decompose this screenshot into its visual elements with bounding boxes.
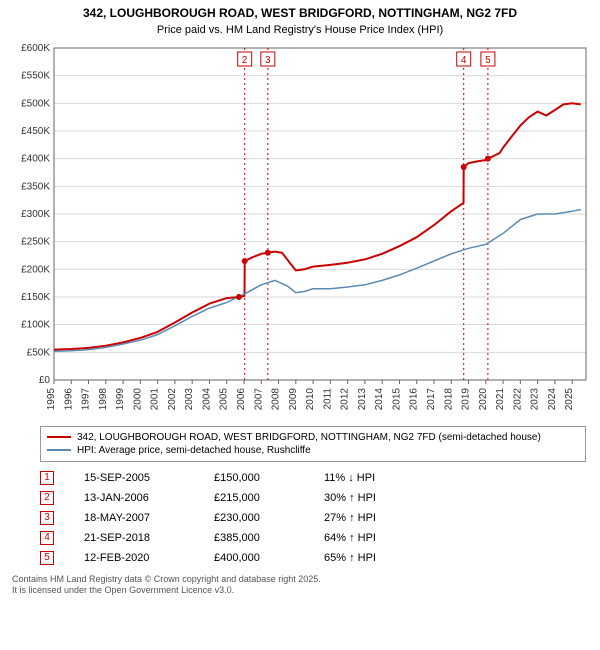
chart-title-line1: 342, LOUGHBOROUGH ROAD, WEST BRIDGFORD, …	[0, 0, 600, 24]
annotation-diff: 64% ↑ HPI	[324, 532, 414, 544]
annotation-date: 18-MAY-2007	[84, 512, 184, 524]
annotation-date: 12-FEB-2020	[84, 552, 184, 564]
svg-text:2010: 2010	[305, 387, 316, 410]
svg-text:2025: 2025	[564, 387, 575, 410]
annotation-diff: 65% ↑ HPI	[324, 552, 414, 564]
svg-text:£50K: £50K	[27, 347, 51, 358]
annotation-diff: 11% ↓ HPI	[324, 472, 414, 484]
legend-swatch	[47, 449, 71, 451]
svg-text:£450K: £450K	[21, 126, 50, 137]
annotation-price: £385,000	[214, 532, 294, 544]
svg-text:2007: 2007	[253, 387, 264, 410]
svg-text:2019: 2019	[461, 387, 472, 410]
line-chart: £0 £50K £100K £150K £200K £250K £300K £350K £400…	[10, 40, 590, 420]
svg-text:£250K: £250K	[21, 236, 50, 247]
svg-text:£300K: £300K	[21, 209, 50, 220]
footer-line2: It is licensed under the Open Government…	[12, 585, 586, 597]
svg-text:£150K: £150K	[21, 292, 50, 303]
annotation-date: 13-JAN-2006	[84, 492, 184, 504]
legend-label: 342, LOUGHBOROUGH ROAD, WEST BRIDGFORD, …	[77, 432, 541, 443]
annotation-marker: 2	[40, 491, 54, 505]
svg-text:£350K: £350K	[21, 181, 50, 192]
svg-text:2014: 2014	[374, 387, 385, 410]
svg-text:£200K: £200K	[21, 264, 50, 275]
annotation-row: 3 18-MAY-2007 £230,000 27% ↑ HPI	[40, 508, 586, 528]
svg-text:2004: 2004	[201, 387, 212, 410]
annotation-row: 1 15-SEP-2005 £150,000 11% ↓ HPI	[40, 468, 586, 488]
annotation-marker: 3	[40, 511, 54, 525]
svg-text:2024: 2024	[547, 387, 558, 410]
svg-text:3: 3	[265, 55, 271, 66]
svg-text:4: 4	[461, 55, 467, 66]
annotation-row: 5 12-FEB-2020 £400,000 65% ↑ HPI	[40, 548, 586, 568]
svg-text:2002: 2002	[167, 387, 178, 410]
svg-text:2021: 2021	[495, 387, 506, 410]
svg-text:£500K: £500K	[21, 98, 50, 109]
annotation-marker: 4	[40, 531, 54, 545]
legend-item: HPI: Average price, semi-detached house,…	[47, 444, 579, 457]
footer-attribution: Contains HM Land Registry data © Crown c…	[12, 574, 586, 597]
svg-text:2005: 2005	[219, 387, 230, 410]
annotation-price: £400,000	[214, 552, 294, 564]
annotation-price: £215,000	[214, 492, 294, 504]
legend: 342, LOUGHBOROUGH ROAD, WEST BRIDGFORD, …	[40, 426, 586, 462]
chart-container: £0 £50K £100K £150K £200K £250K £300K £350K £400…	[10, 40, 590, 420]
svg-text:1995: 1995	[46, 387, 57, 410]
annotation-price: £150,000	[214, 472, 294, 484]
svg-text:2017: 2017	[426, 387, 437, 410]
annotation-row: 2 13-JAN-2006 £215,000 30% ↑ HPI	[40, 488, 586, 508]
annotation-diff: 30% ↑ HPI	[324, 492, 414, 504]
svg-text:£0: £0	[39, 375, 51, 386]
svg-text:1996: 1996	[63, 387, 74, 410]
svg-text:£100K: £100K	[21, 319, 50, 330]
svg-text:£550K: £550K	[21, 70, 50, 81]
svg-text:1999: 1999	[115, 387, 126, 410]
svg-text:2012: 2012	[340, 387, 351, 410]
svg-text:1998: 1998	[98, 387, 109, 410]
svg-text:2023: 2023	[530, 387, 541, 410]
annotation-price: £230,000	[214, 512, 294, 524]
svg-text:2011: 2011	[322, 387, 333, 409]
annotation-date: 21-SEP-2018	[84, 532, 184, 544]
svg-text:2001: 2001	[150, 387, 161, 410]
svg-text:2008: 2008	[271, 387, 282, 410]
svg-text:£400K: £400K	[21, 153, 50, 164]
annotation-row: 4 21-SEP-2018 £385,000 64% ↑ HPI	[40, 528, 586, 548]
legend-swatch	[47, 436, 71, 438]
legend-item: 342, LOUGHBOROUGH ROAD, WEST BRIDGFORD, …	[47, 431, 579, 444]
annotation-marker: 1	[40, 471, 54, 485]
svg-text:5: 5	[485, 55, 491, 66]
footer-line1: Contains HM Land Registry data © Crown c…	[12, 574, 586, 586]
svg-text:2000: 2000	[132, 387, 143, 410]
svg-text:2006: 2006	[236, 387, 247, 410]
annotation-diff: 27% ↑ HPI	[324, 512, 414, 524]
svg-text:2013: 2013	[357, 387, 368, 410]
svg-text:2: 2	[242, 55, 248, 66]
annotation-marker: 5	[40, 551, 54, 565]
svg-text:2015: 2015	[391, 387, 402, 410]
legend-label: HPI: Average price, semi-detached house,…	[77, 445, 311, 456]
svg-text:1997: 1997	[81, 387, 92, 410]
svg-text:2009: 2009	[288, 387, 299, 410]
svg-text:2016: 2016	[409, 387, 420, 410]
annotation-table: 1 15-SEP-2005 £150,000 11% ↓ HPI 2 13-JAN-200…	[40, 468, 586, 568]
annotation-date: 15-SEP-2005	[84, 472, 184, 484]
chart-title-line2: Price paid vs. HM Land Registry's House …	[0, 24, 600, 40]
svg-text:2020: 2020	[478, 387, 489, 410]
svg-text:2022: 2022	[512, 387, 523, 410]
svg-text:2018: 2018	[443, 387, 454, 410]
svg-text:£600K: £600K	[21, 43, 50, 54]
svg-text:2003: 2003	[184, 387, 195, 410]
